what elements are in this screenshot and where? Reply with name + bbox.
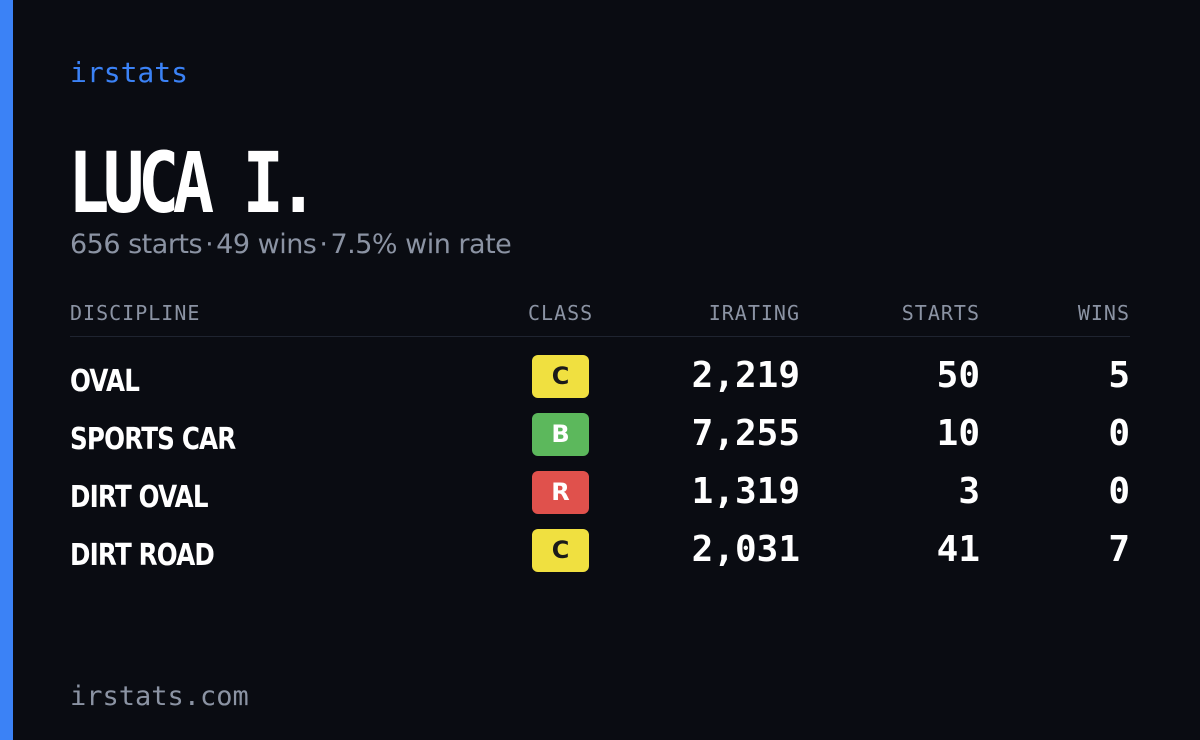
class-badge: C [532,529,589,572]
starts-value: 41 [936,529,980,570]
discipline-name: DIRT ROAD [70,538,215,573]
driver-summary: 656 starts · 49 wins · 7.5% win rate [70,228,512,262]
header-irating: IRATING [708,301,800,325]
brand-logo: irstats [70,56,189,89]
header-discipline: DISCIPLINE [70,301,201,325]
class-badge: R [532,471,589,514]
starts-total: 656 starts [70,229,203,260]
starts-value: 10 [936,413,980,454]
class-badge: C [532,355,589,398]
wins-value: 5 [1108,355,1130,396]
table-row: DIRT ROAD C 2,031 41 7 [70,527,1130,585]
irating-value: 2,219 [691,355,800,396]
wins-value: 0 [1108,471,1130,512]
win-rate: 7.5% win rate [330,229,512,260]
separator: · [205,229,214,260]
table-body: OVAL C 2,219 50 5 SPORTS CAR B 7,255 10 … [70,337,1130,585]
starts-value: 3 [958,471,980,512]
wins-value: 0 [1108,413,1130,454]
irating-value: 2,031 [691,529,800,570]
wins-total: 49 wins [216,229,317,260]
table-row: DIRT OVAL R 1,319 3 0 [70,469,1130,527]
header-class: CLASS [528,301,594,325]
starts-value: 50 [936,355,980,396]
discipline-name: DIRT OVAL [70,480,209,515]
table-row: SPORTS CAR B 7,255 10 0 [70,411,1130,469]
driver-name: LUCA I. [68,134,319,232]
accent-bar [0,0,13,740]
irating-value: 1,319 [691,471,800,512]
wins-value: 7 [1108,529,1130,570]
table-row: OVAL C 2,219 50 5 [70,353,1130,411]
header-wins: WINS [1077,301,1130,325]
header-starts: STARTS [901,301,980,325]
separator: · [319,229,328,260]
discipline-name: OVAL [70,364,140,399]
irating-value: 7,255 [691,413,800,454]
class-badge: B [532,413,589,456]
footer-domain: irstats.com [70,681,249,712]
discipline-name: SPORTS CAR [70,422,236,457]
table-header: DISCIPLINE CLASS IRATING STARTS WINS [70,298,1130,337]
stats-table: DISCIPLINE CLASS IRATING STARTS WINS OVA… [70,298,1130,585]
